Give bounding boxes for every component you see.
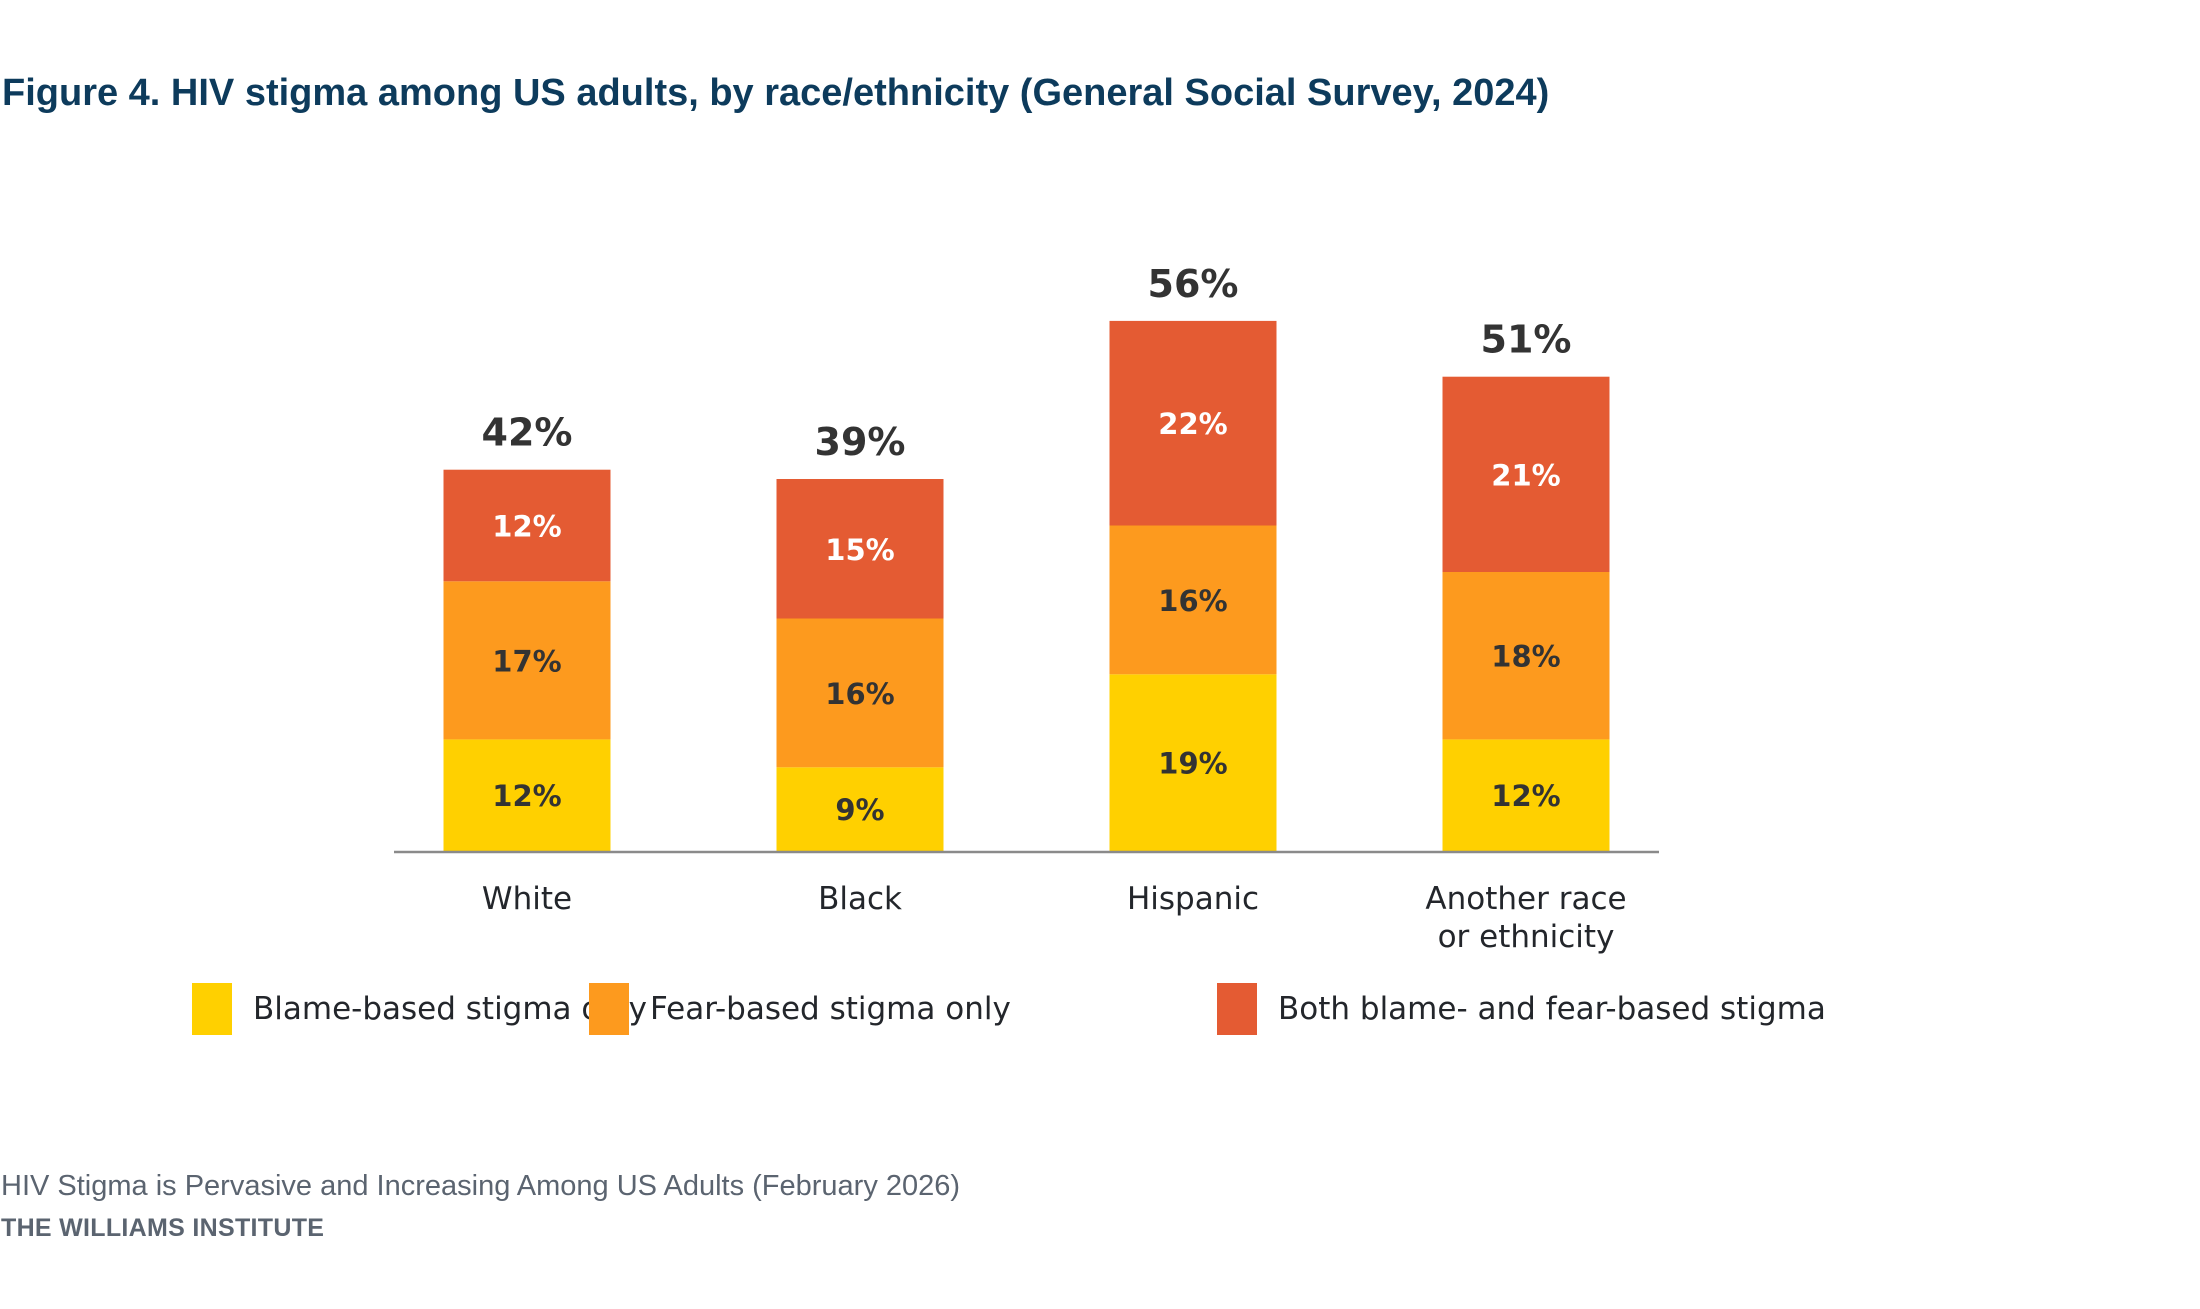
bar-segment-both bbox=[776, 479, 944, 619]
segment-value-label: 12% bbox=[492, 779, 561, 813]
legend-label-both: Both blame- and fear-based stigma bbox=[1278, 991, 1826, 1027]
legend-label-fear: Fear-based stigma only bbox=[650, 991, 1011, 1027]
category-label: or ethnicity bbox=[1438, 919, 1615, 955]
segment-value-label: 18% bbox=[1491, 640, 1560, 674]
category-label: Black bbox=[818, 881, 902, 917]
legend-label-blame: Blame-based stigma only bbox=[253, 991, 647, 1027]
bar-segment-fear bbox=[1442, 572, 1610, 740]
bar-segment-fear bbox=[443, 581, 611, 740]
segment-value-label: 15% bbox=[825, 533, 894, 567]
legend-item-both: Both blame- and fear-based stigma bbox=[1217, 983, 1826, 1035]
footer-organization: THE WILLIAMS INSTITUTE bbox=[1, 1214, 325, 1242]
chart-title: Figure 4. HIV stigma among US adults, by… bbox=[2, 72, 1550, 114]
legend-item-fear: Fear-based stigma only bbox=[589, 983, 1011, 1035]
total-value-label: 51% bbox=[1481, 318, 1572, 362]
segment-value-label: 12% bbox=[1491, 779, 1560, 813]
legend-swatch-blame bbox=[192, 983, 232, 1035]
bar-segment-blame bbox=[776, 767, 944, 851]
bar-segment-both bbox=[1109, 320, 1277, 526]
segment-value-label: 21% bbox=[1491, 458, 1560, 492]
bars-group: 12% 17% 12% 42% 9% 16% 15% 39% 19% 16% 22% 56% 12% 18… bbox=[443, 262, 1610, 851]
total-value-label: 39% bbox=[815, 420, 906, 464]
total-value-label: 56% bbox=[1148, 262, 1239, 306]
segment-value-label: 16% bbox=[825, 677, 894, 711]
legend-item-blame: Blame-based stigma only bbox=[192, 983, 647, 1035]
bar-segment-fear bbox=[776, 618, 944, 768]
segment-value-label: 16% bbox=[1158, 584, 1227, 618]
bar-segment-fear bbox=[1109, 525, 1277, 675]
segment-value-label: 19% bbox=[1158, 747, 1227, 781]
segment-value-label: 22% bbox=[1158, 407, 1227, 441]
category-label: Another race bbox=[1425, 881, 1626, 917]
footer-report-title: HIV Stigma is Pervasive and Increasing A… bbox=[1, 1170, 961, 1202]
bar-segment-blame bbox=[1109, 674, 1277, 851]
legend-swatch-both bbox=[1217, 983, 1257, 1035]
segment-value-label: 9% bbox=[835, 793, 884, 827]
bar-segment-blame bbox=[443, 739, 611, 851]
category-label: White bbox=[482, 881, 572, 917]
segment-value-label: 17% bbox=[492, 644, 561, 678]
total-value-label: 42% bbox=[482, 411, 573, 455]
segment-value-label: 12% bbox=[492, 510, 561, 544]
bar-segment-both bbox=[443, 469, 611, 582]
category-label: Hispanic bbox=[1127, 881, 1259, 917]
bar-segment-blame bbox=[1442, 739, 1610, 851]
bar-segment-both bbox=[1442, 376, 1610, 572]
legend-swatch-fear bbox=[589, 983, 629, 1035]
